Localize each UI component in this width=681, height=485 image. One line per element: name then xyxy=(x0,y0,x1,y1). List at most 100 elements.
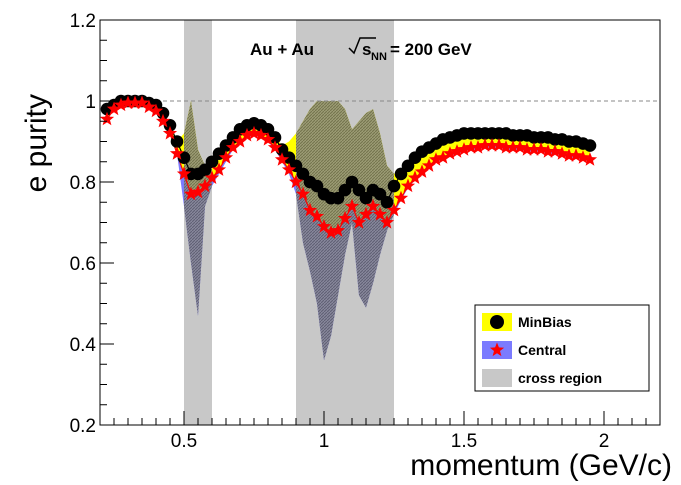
x-tick-label: 1 xyxy=(319,431,330,452)
central-point xyxy=(267,140,283,154)
central-point xyxy=(211,162,227,176)
central-point xyxy=(302,202,318,217)
sqrt-icon xyxy=(348,37,376,55)
central-marker-icon xyxy=(489,342,505,357)
central-point xyxy=(246,125,262,140)
y-tick-label: 0.2 xyxy=(70,416,96,437)
x-tick-label: 1.5 xyxy=(451,431,477,452)
legend-central-label: Central xyxy=(518,342,566,358)
legend: MinBias Central cross region xyxy=(474,304,650,392)
central-point xyxy=(470,140,486,154)
central-point xyxy=(512,140,528,154)
central-point xyxy=(547,144,563,158)
central-point xyxy=(232,134,248,148)
system-label: Au + Au xyxy=(250,40,314,59)
central-point xyxy=(484,138,500,152)
central-point xyxy=(519,142,535,156)
y-axis-title: e purity xyxy=(20,94,53,192)
sqrt-s-label: s xyxy=(362,40,371,59)
central-point xyxy=(498,140,514,154)
x-axis-title: momentum (GeV/c) xyxy=(410,449,672,482)
central-point xyxy=(568,148,584,162)
central-point xyxy=(505,140,521,154)
central-point xyxy=(99,111,115,126)
central-point xyxy=(456,142,472,156)
central-point xyxy=(155,113,171,128)
central-point xyxy=(463,140,479,154)
central-point xyxy=(491,138,507,152)
central-point xyxy=(288,174,304,189)
central-point xyxy=(274,152,290,166)
central-point xyxy=(421,158,437,172)
minbias-point xyxy=(387,179,401,193)
minbias-point xyxy=(177,151,191,164)
central-point xyxy=(358,206,374,221)
central-point xyxy=(582,152,598,166)
central-point xyxy=(337,210,353,225)
central-point xyxy=(141,99,157,114)
central-point xyxy=(309,208,325,223)
axis-ticks: 0.2 0.4 0.6 0.8 1 1.2 0.5 1 1.5 2 xyxy=(70,11,661,452)
central-point xyxy=(561,148,577,162)
y-tick-label: 0.4 xyxy=(70,335,97,356)
central-point xyxy=(330,223,346,237)
central-point xyxy=(148,103,164,118)
x-tick-label: 0.5 xyxy=(171,431,197,452)
central-point xyxy=(225,140,241,154)
minbias-marker-icon xyxy=(490,315,504,329)
y-tick-label: 1 xyxy=(85,92,96,113)
data-series xyxy=(99,94,598,239)
central-point xyxy=(260,132,276,146)
central-point xyxy=(162,125,178,140)
central-point xyxy=(442,146,458,160)
cross-region-legend-swatch xyxy=(482,369,512,387)
central-point xyxy=(372,206,388,221)
central-point xyxy=(169,146,185,160)
central-point xyxy=(183,186,199,201)
collision-annotation: Au + Au s NN = 200 GeV xyxy=(250,37,472,63)
central-point xyxy=(449,144,465,158)
central-point xyxy=(113,97,129,112)
minbias-point xyxy=(380,195,394,209)
central-point xyxy=(386,202,402,217)
central-point xyxy=(477,138,493,152)
minbias-point xyxy=(583,139,597,152)
central-point xyxy=(365,198,381,213)
central-point xyxy=(435,150,451,164)
minbias-point xyxy=(163,119,177,132)
central-point xyxy=(575,150,591,164)
central-point xyxy=(428,152,444,166)
central-point xyxy=(379,215,395,229)
central-point xyxy=(295,186,311,201)
y-tick-label: 0.8 xyxy=(70,173,96,194)
minbias-point xyxy=(268,131,282,144)
central-point xyxy=(344,198,360,213)
central-point xyxy=(134,95,150,110)
central-point xyxy=(253,127,269,142)
central-point xyxy=(218,150,234,164)
x-tick-label: 2 xyxy=(599,431,610,452)
legend-cross-region-label: cross region xyxy=(518,370,602,386)
central-point xyxy=(323,225,339,239)
central-point xyxy=(204,170,220,184)
central-point xyxy=(407,170,423,184)
central-point xyxy=(316,219,332,233)
y-tick-label: 0.6 xyxy=(70,254,96,275)
central-point xyxy=(120,95,136,110)
legend-minbias-label: MinBias xyxy=(518,314,572,330)
central-point xyxy=(239,127,255,142)
overlap-hatch xyxy=(184,101,394,361)
central-point xyxy=(393,190,409,205)
central-point xyxy=(190,184,206,199)
central-point xyxy=(414,164,430,178)
central-point xyxy=(400,178,416,193)
central-point xyxy=(106,101,122,116)
central-point xyxy=(127,95,143,110)
central-point xyxy=(554,146,570,160)
central-point xyxy=(351,215,367,229)
central-point xyxy=(197,178,213,193)
y-tick-label: 1.2 xyxy=(70,11,96,32)
central-point xyxy=(176,166,192,180)
central-point xyxy=(540,144,556,158)
